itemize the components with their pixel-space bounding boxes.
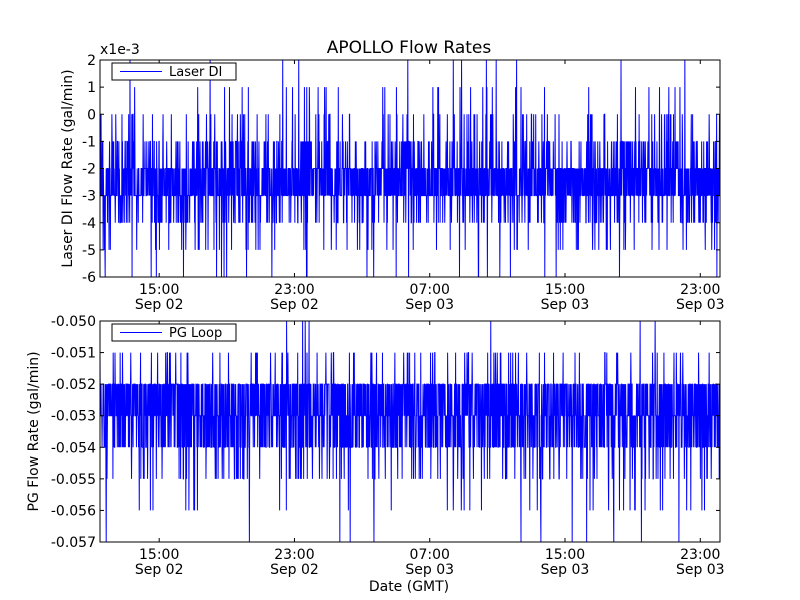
x-tick-label-time: 15:00 [139,547,179,563]
pg-loop-panel: -0.050 -0.051 -0.052 -0.053 -0.054 -0.055 -0.0… [26,314,725,578]
legend-label: PG Loop [169,326,222,341]
legend-box [111,323,237,342]
x-tick-label-time: 23:00 [680,547,720,563]
x-tick-label-time: 15:00 [545,547,585,563]
y-tick-label: -0.052 [51,377,96,393]
x-tick-label-time: 15:00 [139,282,179,298]
plot-frame [99,320,721,543]
x-tick-label-date: Sep 03 [676,562,725,578]
x-tick-label-time: 07:00 [410,282,450,298]
x-tick-label-time: 23:00 [274,282,314,298]
y-tick-label: -5 [82,243,96,259]
x-tick-label-date: Sep 03 [676,297,725,313]
y-tick-label: -0.054 [51,440,96,456]
legend: PG Loop [111,323,237,342]
y-tick-label: 1 [87,80,96,96]
legend-label: Laser DI [169,65,222,80]
y-axis-label: PG Flow Rate (gal/min) [26,351,42,511]
legend: Laser DI [111,62,237,81]
y-tick-label: -0.050 [51,314,96,330]
x-tick-label-time: 23:00 [274,547,314,563]
x-tick-label-date: Sep 02 [270,297,319,313]
y-tick-label: -6 [82,270,96,286]
x-tick-label-date: Sep 02 [270,562,319,578]
y-tick-label: -4 [82,216,96,232]
y-tick-label: 2 [87,53,96,69]
x-tick-label-time: 07:00 [410,547,450,563]
y-offset-label: x1e-3 [100,42,140,58]
y-tick-label: -3 [82,189,96,205]
y-tick-label: -1 [82,134,96,150]
figure-title: APOLLO Flow Rates [327,38,492,58]
x-axis-label: Date (GMT) [369,579,449,595]
x-tick-label-time: 23:00 [680,282,720,298]
legend-box [111,62,237,81]
series-line [100,321,720,542]
y-tick-label: -0.055 [51,472,96,488]
y-tick-label: -0.053 [51,409,96,425]
y-tick-label: -2 [82,162,96,178]
x-tick-label-date: Sep 03 [405,562,454,578]
y-tick-label: 0 [87,107,96,123]
y-tick-label: -0.057 [51,535,96,551]
x-tick-label-date: Sep 02 [135,562,184,578]
x-tick-label-date: Sep 02 [135,297,184,313]
y-axis-label: Laser DI Flow Rate (gal/min) [60,69,76,267]
y-tick-label: -0.056 [51,503,96,519]
x-tick-label-time: 15:00 [545,282,585,298]
series-line [100,60,720,277]
x-tick-label-date: Sep 03 [541,562,590,578]
y-tick-label: -0.051 [51,346,96,362]
x-tick-label-date: Sep 03 [405,297,454,313]
x-tick-label-date: Sep 03 [541,297,590,313]
